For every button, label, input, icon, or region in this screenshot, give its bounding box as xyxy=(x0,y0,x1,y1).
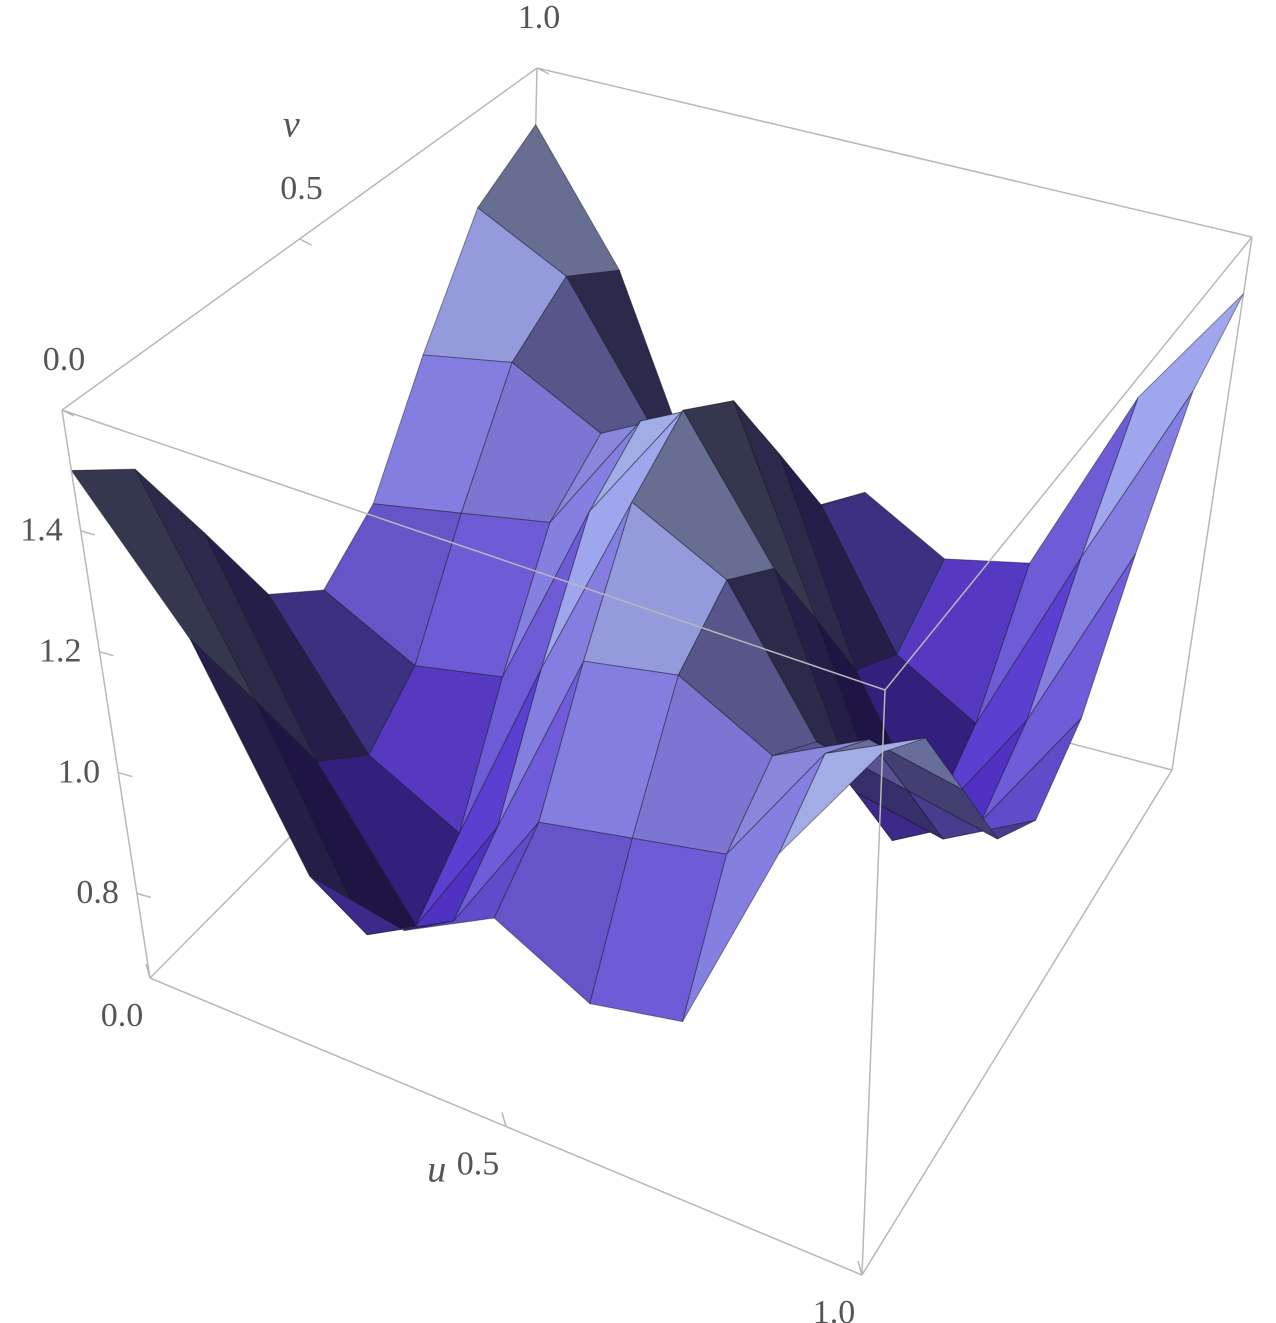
surface xyxy=(70,123,1244,1023)
x-axis-title: u xyxy=(427,1149,446,1191)
z-tick xyxy=(136,892,152,899)
z-tick-label: 1.0 xyxy=(58,753,101,790)
labels: 0.8 1.0 1.2 1.4 0.0 0.5 1.0 u 0.0 0.5 1.0 v xyxy=(20,0,863,1323)
y-tick xyxy=(299,238,312,246)
z-tick xyxy=(80,530,95,536)
box-front xyxy=(61,236,1253,1276)
y-tick xyxy=(536,67,550,75)
box-edge xyxy=(61,409,886,691)
surface-patch xyxy=(1026,390,1194,721)
x-tick-label: 1.0 xyxy=(813,1294,856,1323)
box-edge xyxy=(1171,236,1253,771)
x-tick xyxy=(857,1260,863,1276)
z-tick xyxy=(117,771,133,778)
box-edge xyxy=(536,67,1253,238)
box-edge xyxy=(861,769,1173,1276)
x-tick-label: 0.5 xyxy=(457,1145,500,1182)
y-tick-label: 0.5 xyxy=(280,170,323,207)
z-tick-label: 1.4 xyxy=(20,512,63,549)
y-tick xyxy=(61,409,75,417)
y-tick-label: 0.0 xyxy=(43,341,86,378)
y-tick-label: 1.0 xyxy=(518,0,561,36)
box-edge xyxy=(61,409,151,979)
z-tick-label: 1.2 xyxy=(39,632,82,669)
x-tick xyxy=(145,963,151,979)
box-edge xyxy=(884,236,1253,691)
box-edge xyxy=(861,689,886,1276)
x-tick-label: 0.0 xyxy=(101,997,144,1034)
z-tick xyxy=(99,650,114,657)
y-axis-title: v xyxy=(283,104,300,146)
surface-patch xyxy=(778,737,926,854)
z-tick-label: 0.8 xyxy=(76,874,119,911)
surface-patch xyxy=(1080,293,1244,558)
x-tick xyxy=(501,1112,507,1127)
